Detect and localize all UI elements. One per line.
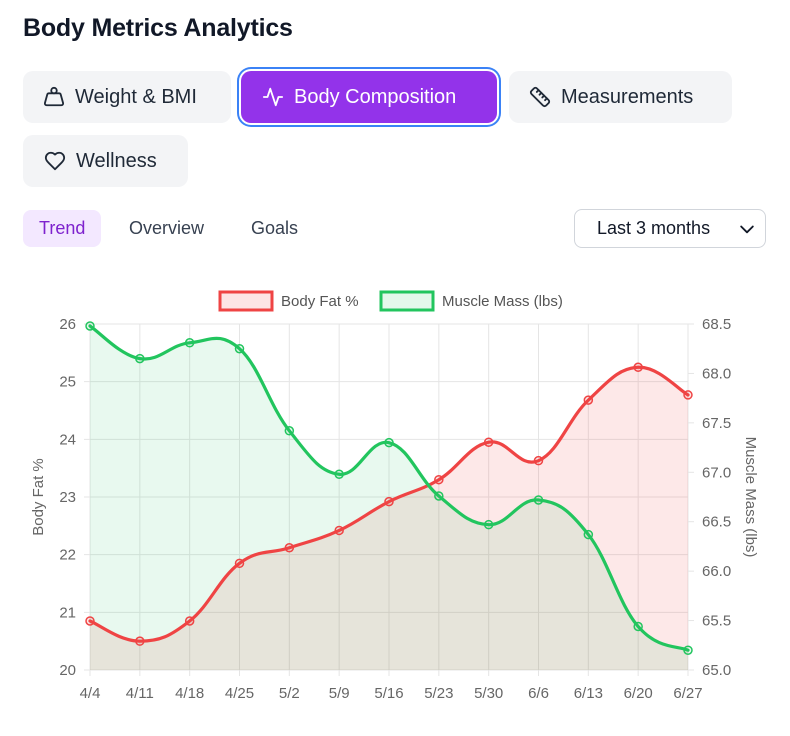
- tab-label: Wellness: [76, 149, 157, 172]
- area-muscle-mass: [90, 325, 688, 670]
- point-muscle-mass: [533, 495, 544, 505]
- point-body-fat: [135, 636, 145, 646]
- point-body-fat: [85, 616, 95, 626]
- x-tick-label: 5/16: [374, 685, 403, 702]
- x-tick-label: 4/11: [126, 685, 154, 702]
- subtab-trend[interactable]: Trend: [23, 210, 102, 247]
- x-tick-label: 6/13: [574, 685, 603, 702]
- ruler-icon: [529, 86, 551, 108]
- y-right-tick-label: 65.0: [702, 662, 731, 679]
- legend-swatch-body-fat: [218, 290, 274, 312]
- point-body-fat: [234, 558, 245, 569]
- heart-icon: [44, 150, 66, 172]
- x-tick-label: 5/2: [279, 685, 300, 702]
- legend-label-body-fat: Body Fat %: [281, 293, 359, 310]
- page-title: Body Metrics Analytics: [23, 14, 293, 42]
- y-right-tick-label: 66.0: [702, 563, 731, 580]
- point-body-fat: [683, 390, 693, 400]
- point-body-fat: [184, 616, 195, 626]
- series-points: [85, 321, 693, 655]
- point-body-fat: [533, 455, 544, 466]
- x-tick-label: 4/18: [175, 685, 204, 702]
- y-axis-right-label: Muscle Mass (lbs): [742, 437, 759, 558]
- tab-label: Body Composition: [294, 85, 457, 108]
- point-muscle-mass: [434, 491, 444, 501]
- line-body-fat: [88, 365, 690, 643]
- legend-label-muscle-mass: Muscle Mass (lbs): [442, 293, 563, 310]
- point-body-fat: [633, 362, 643, 372]
- y-left-tick-label: 22: [59, 547, 76, 564]
- legend: Body Fat % Muscle Mass (lbs): [218, 290, 563, 312]
- x-tick-label: 5/9: [329, 685, 350, 702]
- x-tick-label: 5/23: [424, 685, 453, 702]
- axis-ticks: 4/4 4/11 4/18 4/25 5/2 5/9 5/16 5/23 5/30 6/6 6/13…: [59, 316, 731, 702]
- point-body-fat: [583, 395, 594, 405]
- x-tick-label: 4/4: [80, 685, 101, 702]
- grid-lines: [84, 323, 694, 676]
- time-range-select[interactable]: Last 3 months: [574, 209, 766, 248]
- y-axis-left-label: Body Fat %: [30, 458, 47, 536]
- y-left-tick-label: 24: [59, 431, 76, 448]
- y-right-tick-label: 67.5: [702, 415, 731, 432]
- point-muscle-mass: [85, 321, 95, 331]
- tab-label: Measurements: [561, 85, 694, 108]
- point-muscle-mass: [334, 469, 344, 480]
- y-left-tick-label: 21: [59, 604, 76, 621]
- subtab-goals[interactable]: Goals: [251, 218, 299, 238]
- point-body-fat: [483, 437, 494, 447]
- point-muscle-mass: [135, 353, 145, 364]
- tab-wellness[interactable]: Wellness: [23, 135, 188, 187]
- x-tick-label: 6/20: [624, 685, 653, 702]
- series-areas: [90, 325, 688, 670]
- point-muscle-mass: [234, 343, 245, 354]
- point-body-fat: [334, 525, 344, 536]
- x-tick-label: 5/30: [474, 685, 503, 702]
- x-tick-label: 6/6: [528, 685, 549, 702]
- subtab-overview[interactable]: Overview: [129, 218, 205, 238]
- weight-icon: [43, 86, 65, 108]
- tab-body-composition[interactable]: Body Composition: [241, 71, 497, 123]
- point-muscle-mass: [583, 529, 594, 540]
- y-left-tick-label: 20: [59, 662, 76, 679]
- y-left-tick-label: 23: [59, 489, 76, 506]
- point-muscle-mass: [633, 621, 643, 632]
- activity-icon: [262, 86, 284, 108]
- x-tick-label: 6/27: [673, 685, 702, 702]
- chevron-down-icon: [737, 219, 757, 239]
- legend-swatch-muscle-mass: [379, 290, 435, 312]
- y-right-tick-label: 68.5: [702, 316, 731, 333]
- tab-label: Weight & BMI: [75, 85, 197, 108]
- tab-measurements[interactable]: Measurements: [509, 71, 732, 123]
- line-muscle-mass: [88, 324, 690, 652]
- tab-weight-bmi[interactable]: Weight & BMI: [23, 71, 231, 123]
- y-right-tick-label: 65.5: [702, 613, 731, 630]
- area-body-fat: [90, 367, 688, 670]
- y-right-tick-label: 67.0: [702, 464, 731, 481]
- point-body-fat: [384, 496, 394, 507]
- point-body-fat: [434, 474, 444, 485]
- series-lines: [88, 324, 690, 652]
- x-tick-label: 4/25: [225, 685, 254, 702]
- point-muscle-mass: [184, 338, 195, 348]
- point-muscle-mass: [384, 437, 394, 448]
- point-muscle-mass: [284, 426, 295, 436]
- y-left-tick-label: 25: [59, 374, 76, 391]
- point-muscle-mass: [683, 645, 693, 655]
- y-right-tick-label: 66.5: [702, 514, 731, 531]
- y-left-tick-label: 26: [59, 316, 76, 333]
- point-muscle-mass: [483, 519, 494, 530]
- y-right-tick-label: 68.0: [702, 365, 731, 382]
- point-body-fat: [284, 542, 295, 553]
- time-range-value: Last 3 months: [597, 218, 711, 238]
